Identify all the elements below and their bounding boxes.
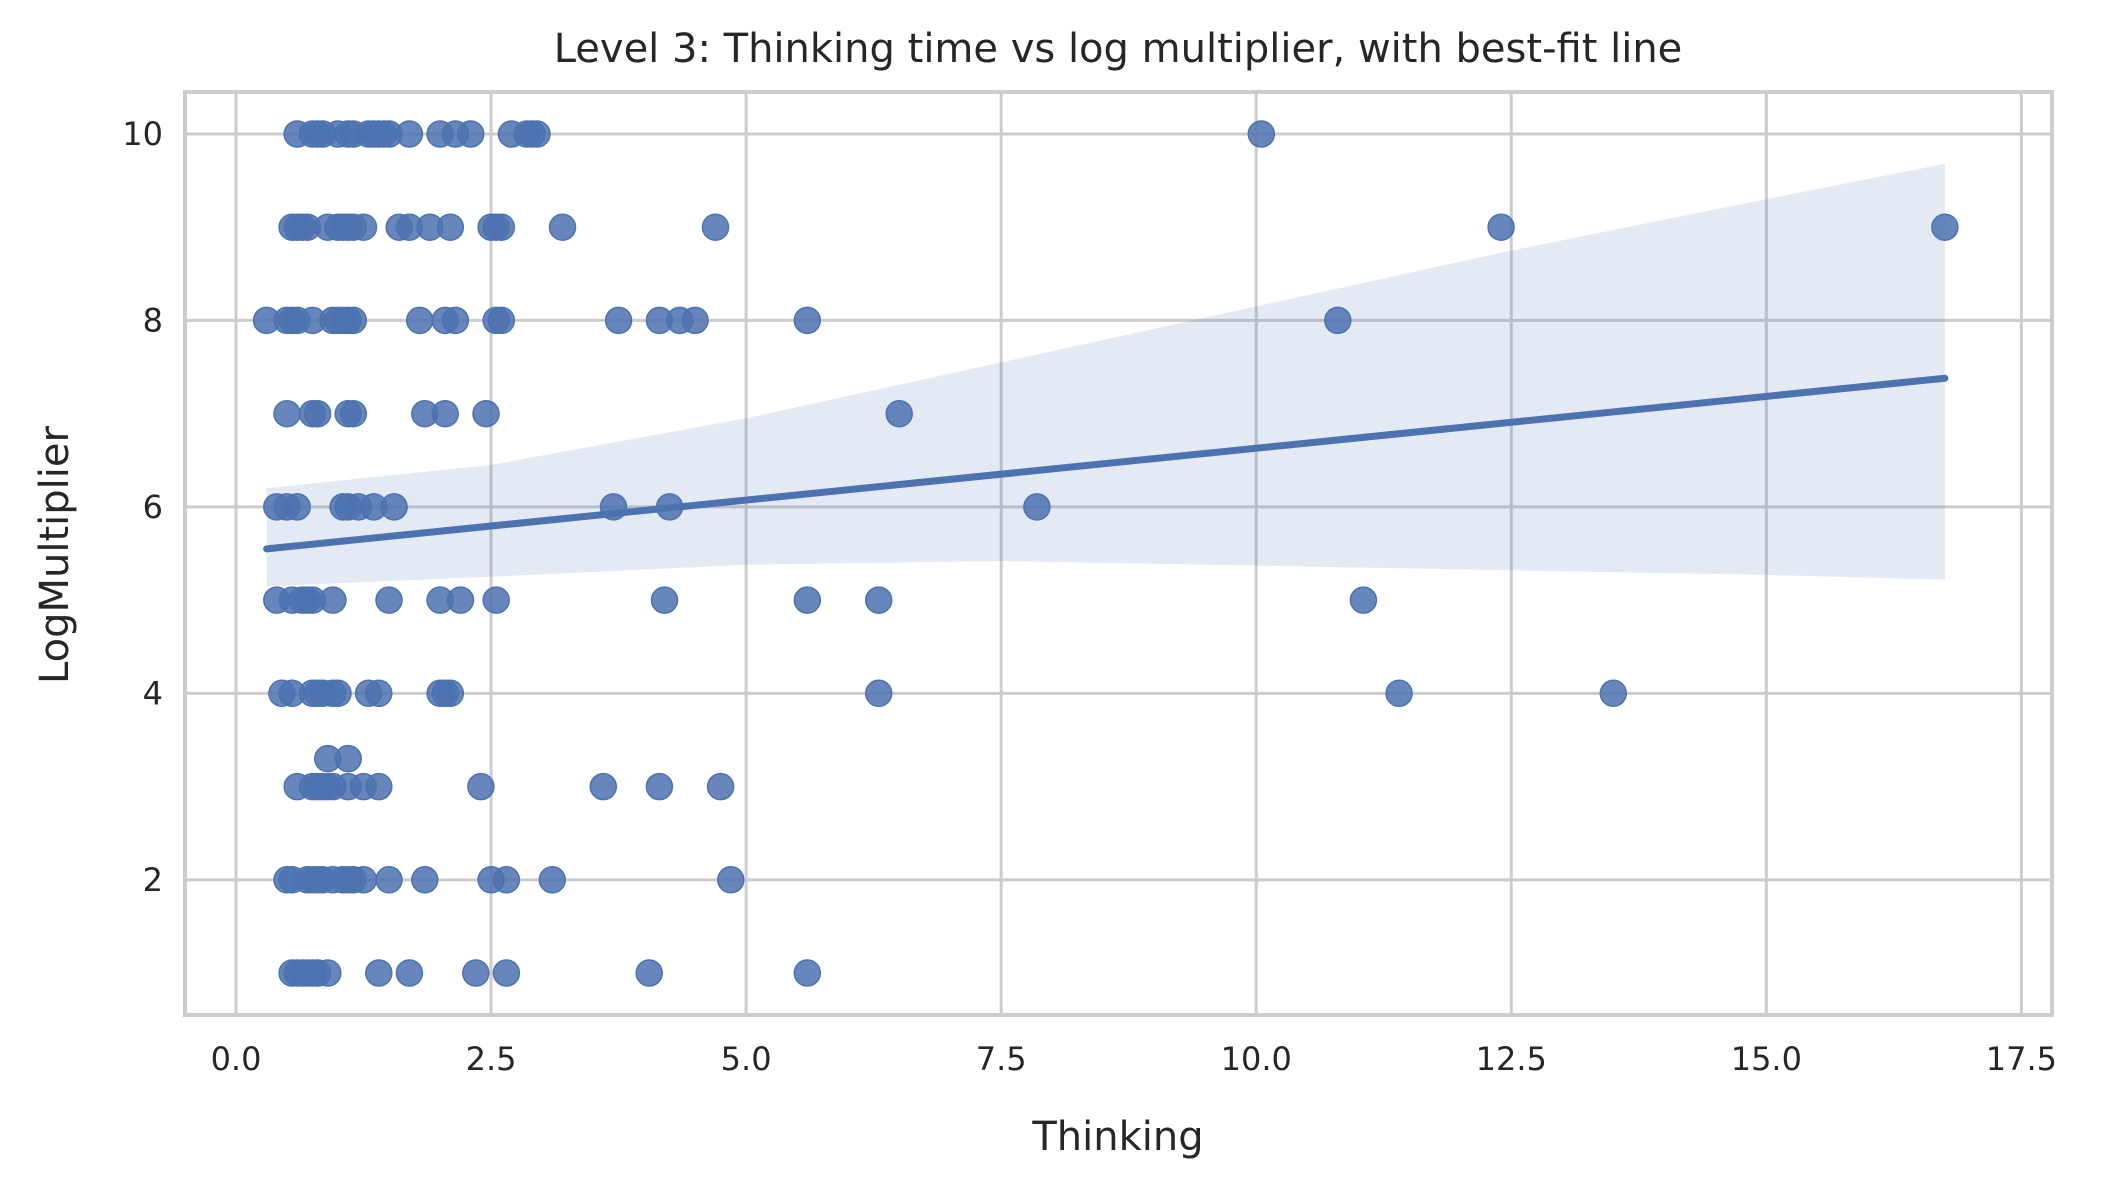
fit-line [263, 374, 1949, 553]
data-point [365, 959, 393, 987]
data-point [1385, 679, 1413, 708]
y-tick-label: 2 [143, 861, 163, 899]
data-point [375, 866, 403, 894]
x-axis-label: Thinking [1031, 1114, 1203, 1160]
data-point [538, 866, 567, 894]
plot-frame [183, 90, 2054, 1017]
data-point [717, 866, 745, 894]
data-point [1487, 213, 1515, 241]
data-point [334, 744, 362, 773]
data-point [431, 399, 459, 428]
data-point [1931, 213, 1959, 241]
data-point [395, 120, 424, 148]
confidence-band-layer [266, 163, 1945, 587]
y-axis-label: LogMultiplier [32, 426, 78, 684]
x-tick-label: 0.0 [211, 1040, 262, 1078]
data-point [467, 772, 495, 801]
x-tick-label: 15.0 [1731, 1040, 1802, 1078]
data-point [349, 213, 378, 241]
points-layer [252, 120, 1959, 987]
data-point [548, 213, 577, 241]
data-point [314, 959, 342, 987]
data-point [864, 586, 893, 614]
chart-title: Level 3: Thinking time vs log multiplier… [554, 26, 1683, 72]
data-point [885, 399, 913, 428]
y-tick-label: 6 [143, 488, 163, 526]
data-point [793, 959, 822, 987]
data-point [793, 306, 822, 335]
data-point [1023, 493, 1051, 521]
data-point [365, 772, 393, 801]
x-tick-label: 12.5 [1476, 1040, 1547, 1078]
data-point [472, 399, 500, 428]
data-point [701, 213, 730, 241]
x-tick-label: 17.5 [1986, 1040, 2057, 1078]
data-point [1247, 120, 1276, 148]
data-point [456, 120, 485, 148]
data-point [523, 120, 551, 148]
y-tick-label: 8 [143, 301, 163, 339]
data-point [492, 866, 521, 894]
data-point [487, 213, 516, 241]
data-point [492, 959, 521, 987]
confidence-band [266, 163, 1945, 587]
data-point [411, 866, 439, 894]
data-point [319, 586, 347, 614]
data-point [339, 306, 368, 335]
data-point [324, 679, 352, 708]
y-ticks: 2 4 6 8 10 [122, 115, 163, 899]
data-point [446, 586, 475, 614]
data-point [604, 306, 633, 335]
data-point [681, 306, 709, 335]
x-tick-label: 5.0 [721, 1040, 772, 1078]
data-point [793, 586, 822, 614]
data-point [706, 772, 735, 801]
data-point [482, 586, 510, 614]
x-ticks: 0.0 2.5 5.0 7.5 10.0 12.5 15.0 17.5 [211, 1040, 2057, 1078]
data-point [395, 959, 424, 987]
data-point [441, 306, 470, 335]
data-point [375, 586, 403, 614]
data-point [380, 493, 408, 521]
data-point [339, 399, 368, 428]
data-point [436, 213, 465, 241]
data-point [589, 772, 618, 801]
data-point [365, 679, 393, 708]
data-point [487, 306, 516, 335]
data-point [635, 959, 663, 987]
data-point [1599, 679, 1628, 708]
data-point [283, 493, 311, 521]
data-point [436, 679, 465, 708]
x-tick-label: 7.5 [976, 1040, 1027, 1078]
data-point [303, 399, 332, 428]
x-tick-label: 2.5 [466, 1040, 517, 1078]
data-point [462, 959, 490, 987]
data-point [1349, 586, 1378, 614]
data-point [864, 679, 893, 708]
data-point [273, 399, 301, 428]
data-point [645, 772, 674, 801]
data-point [405, 306, 434, 335]
y-tick-label: 10 [122, 115, 163, 153]
x-tick-label: 10.0 [1221, 1040, 1292, 1078]
y-tick-label: 4 [143, 674, 163, 712]
fit-line-layer [263, 374, 1949, 553]
data-point [349, 866, 378, 894]
data-point [650, 586, 679, 614]
data-point [1324, 306, 1352, 335]
